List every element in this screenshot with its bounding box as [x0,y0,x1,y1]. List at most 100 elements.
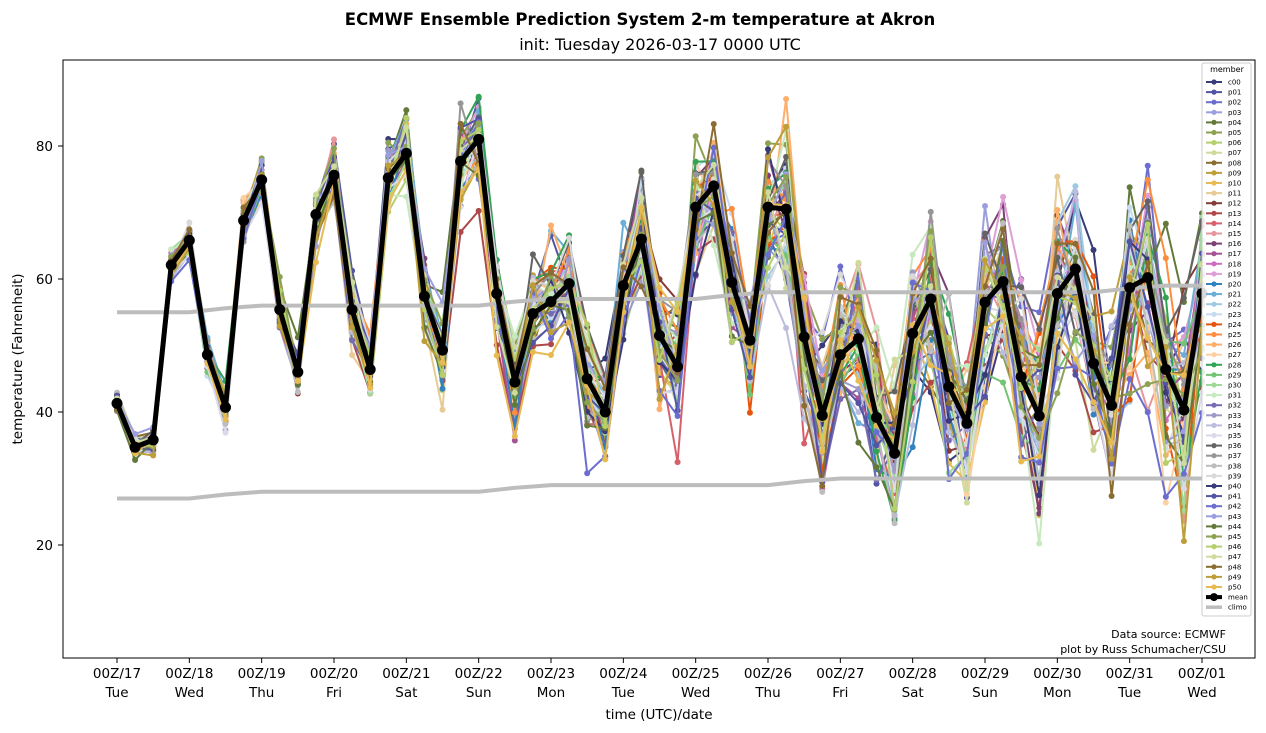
legend-marker [1211,261,1217,267]
legend-label: p01 [1228,89,1241,97]
legend-marker [1211,119,1217,125]
legend-marker [1211,372,1217,378]
member-point [801,366,808,373]
legend-marker [1211,554,1217,560]
member-point [548,285,554,292]
x-tick-label-time: 00Z/18 [165,666,213,682]
member-point [927,362,934,369]
mean-point [1178,404,1190,416]
member-point [873,357,880,364]
mean-point [147,434,159,446]
member-point [945,447,952,454]
member-point [1180,294,1187,301]
member-point [1018,385,1025,392]
member-point [312,259,319,266]
member-point [548,310,554,317]
legend-label: p42 [1228,503,1241,511]
mean-point [111,397,123,409]
member-point [548,335,554,342]
member-point [656,284,663,291]
member-point [276,323,283,330]
member-point [1072,309,1079,316]
member-point [728,250,735,257]
member-point [837,336,844,343]
member-point [1018,276,1025,283]
member-point [1108,460,1115,467]
member-point [746,363,753,370]
mean-point [238,214,250,226]
member-point [1054,225,1061,232]
member-point [638,204,645,211]
legend-label: p23 [1228,311,1241,319]
legend-label: p06 [1228,139,1242,147]
legend-item-p13: p13 [1206,210,1241,218]
legend-marker [1211,301,1217,307]
member-point [945,405,952,412]
legend-marker [1211,150,1217,156]
member-point [909,444,916,451]
legend-item-p38: p38 [1206,462,1241,470]
mean-series-group [111,133,1208,459]
legend-marker [1211,503,1217,509]
legend-item-p02: p02 [1206,99,1241,107]
mean-point [220,401,231,413]
x-tick-label-day: Mon [537,685,565,701]
member-point [1126,376,1133,383]
member-point [475,120,482,127]
member-point [837,271,844,278]
legend-label: p33 [1228,412,1241,420]
y-tick-label: 20 [36,538,53,554]
legend-item-mean: mean [1206,593,1248,602]
member-point [837,396,844,403]
x-tick-label-day: Sat [395,685,417,701]
legend-item-p44: p44 [1206,523,1242,531]
mean-point [1106,399,1118,411]
member-point [1180,340,1187,347]
member-point [873,429,880,436]
legend-item-p37: p37 [1206,452,1241,460]
member-point [132,431,139,438]
member-point [457,100,464,107]
legend-label: p21 [1228,291,1241,299]
member-point [1036,420,1043,427]
member-point [945,437,952,444]
member-point [638,194,645,201]
legend-label: p17 [1228,250,1241,258]
mean-point [400,147,412,159]
member-point [1144,221,1151,228]
member-point [982,283,988,290]
member-point [891,505,898,512]
mean-point [871,411,882,423]
member-point [548,269,554,276]
member-point [982,257,988,264]
legend: member c00 p01 p02 p03 p04 p05 p06 p07 p08 p09 p10… [1201,62,1252,617]
member-point [1072,328,1079,335]
member-point [584,346,591,353]
member-point [475,127,482,134]
member-point [1000,313,1007,320]
member-point [855,362,862,369]
member-point [873,442,880,449]
member-point [1144,176,1151,183]
member-point [927,329,934,336]
member-point [692,133,699,140]
mean-point [491,288,503,300]
member-point [837,263,844,270]
legend-item-p31: p31 [1206,392,1241,400]
x-tick-label-day: Sun [466,685,492,701]
member-point [837,329,844,336]
member-point [240,194,247,201]
mean-point [997,276,1009,288]
legend-marker [1211,564,1217,570]
member-point [692,171,699,178]
mean-point [473,133,485,145]
member-point [891,520,898,527]
legend-item-p39: p39 [1206,472,1241,480]
x-tick-label-time: 00Z/27 [816,666,864,682]
legend-item-p17: p17 [1206,250,1241,258]
member-point [765,264,771,271]
member-point [656,356,663,363]
member-point [1072,356,1079,363]
x-tick-label-time: 00Z/19 [238,666,286,682]
